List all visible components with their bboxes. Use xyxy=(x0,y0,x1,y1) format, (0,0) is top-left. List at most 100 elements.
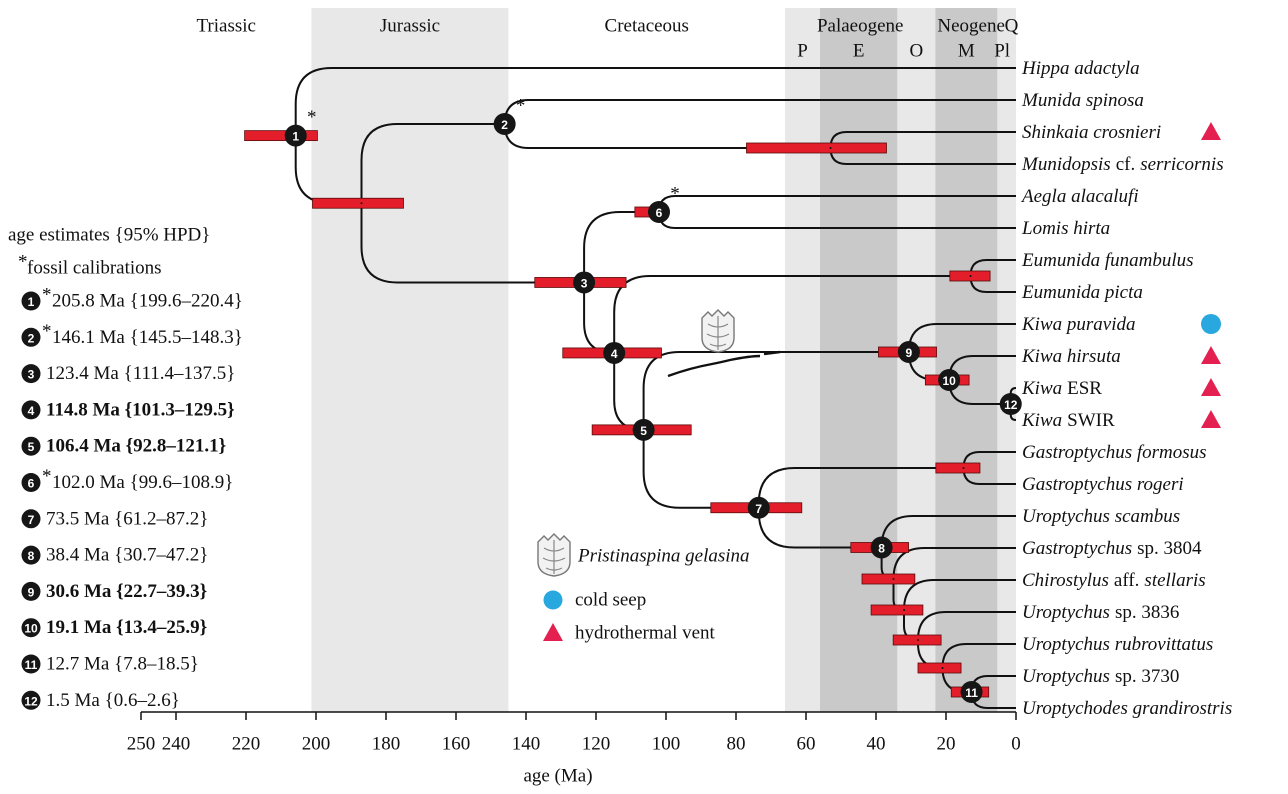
period-label: Q xyxy=(1005,16,1019,37)
legend-estimate: 19.1 Ma {13.4–25.9} xyxy=(46,617,207,638)
x-tick-label: 180 xyxy=(372,734,401,755)
node-point xyxy=(361,202,363,204)
chart: TriassicJurassicCretaceousPalaeogeneNeog… xyxy=(0,0,1288,794)
tip-label-part: Kiwa puravida xyxy=(1021,314,1135,335)
tip-label: Uroptychus rubrovittatus xyxy=(1022,634,1213,655)
tip-label-part: Aegla alacalufi xyxy=(1020,186,1139,207)
hpd-bar xyxy=(918,663,961,673)
tip-label-part: Munida spinosa xyxy=(1021,90,1144,111)
epoch-label: P xyxy=(797,41,808,62)
period-band xyxy=(1007,8,1016,712)
tip-label: Uroptychodes grandirostris xyxy=(1022,698,1232,719)
period-label: Triassic xyxy=(196,16,255,37)
legend-estimate: 12.7 Ma {7.8–18.5} xyxy=(46,654,199,675)
tip-label-part: Chirostylus xyxy=(1022,570,1109,591)
epoch-label: E xyxy=(853,41,865,62)
x-tick-label: 220 xyxy=(232,734,261,755)
x-tick-label: 40 xyxy=(867,734,886,755)
legend-node-number: 10 xyxy=(24,622,38,636)
tip-label: Chirostylusaff.stellaris xyxy=(1022,570,1206,591)
tip-label-part: Munidopsis xyxy=(1021,154,1111,175)
epoch-band xyxy=(997,8,1007,712)
tip-label-part: Gastroptychus xyxy=(1022,538,1132,559)
calibration-mark: * xyxy=(670,184,680,205)
legend-calibration-mark: * xyxy=(42,466,52,487)
calibration-mark: * xyxy=(516,96,526,117)
legend-node-number: 5 xyxy=(28,440,35,454)
tips: Hippa adactyla Munida spinosa Shinkaia cro… xyxy=(1020,58,1232,719)
tip-label: Hippa adactyla xyxy=(1021,58,1140,79)
legend-estimate: 123.4 Ma {111.4–137.5} xyxy=(46,363,235,384)
node-number: 3 xyxy=(581,276,588,290)
habitat-marker xyxy=(1201,122,1221,140)
period-band xyxy=(133,8,311,712)
node-number: 5 xyxy=(640,424,647,438)
epoch-band xyxy=(935,8,997,712)
tip-label-part: Uroptychus rubrovittatus xyxy=(1022,634,1213,655)
x-tick-label: 100 xyxy=(652,734,681,755)
habitat-marker xyxy=(1201,410,1221,428)
epoch-label: O xyxy=(910,41,924,62)
period-label: Jurassic xyxy=(380,16,440,37)
legend-calibration-mark: * xyxy=(42,285,52,306)
x-tick-label: 0 xyxy=(1011,734,1021,755)
x-tick-label: 80 xyxy=(727,734,746,755)
tip-label-part: Uroptychus scambus xyxy=(1022,506,1180,527)
tip-label-part: Shinkaia crosnieri xyxy=(1022,122,1161,143)
tip-label: Kiwa hirsuta xyxy=(1021,346,1121,367)
node-number: 7 xyxy=(755,502,762,516)
tip-label-part: Uroptychodes grandirostris xyxy=(1022,698,1232,719)
x-tick-label: 120 xyxy=(582,734,611,755)
tip-label-part: sp. 3804 xyxy=(1137,538,1202,559)
tip-label-part: Uroptychus xyxy=(1022,602,1110,623)
x-tick-label: 250 xyxy=(127,734,156,755)
habitat-marker xyxy=(1201,378,1221,396)
x-tick-label: 20 xyxy=(937,734,956,755)
node-number: 8 xyxy=(878,542,885,556)
legend-calibration-mark: * xyxy=(42,321,52,342)
x-tick-label: 200 xyxy=(302,734,331,755)
legend-node-number: 9 xyxy=(28,585,35,599)
tip-label-part: Eumunida picta xyxy=(1021,282,1143,303)
tip-label-part: cf. xyxy=(1116,154,1136,175)
tip-label-part: Uroptychus xyxy=(1022,666,1110,687)
legend-estimate: 114.8 Ma {101.3–129.5} xyxy=(46,399,235,420)
legend-estimate: 73.5 Ma {61.2–87.2} xyxy=(46,508,208,529)
tip-label-part: sp. 3836 xyxy=(1115,602,1179,623)
node-point xyxy=(830,147,832,149)
tip-label-part: Kiwa xyxy=(1021,378,1062,399)
legend-node-number: 4 xyxy=(28,404,35,418)
calibration-mark: * xyxy=(307,107,317,128)
tip-label: Munida spinosa xyxy=(1021,90,1144,111)
tip-label: Lomis hirta xyxy=(1021,218,1110,239)
tip-label-part: SWIR xyxy=(1067,410,1115,431)
legend-estimate: 106.4 Ma {92.8–121.1} xyxy=(46,436,226,457)
tip-label: Eumunida picta xyxy=(1021,282,1143,303)
legend-habitat: hydrothermal vent xyxy=(575,623,716,644)
tip-label: Shinkaia crosnieri xyxy=(1022,122,1161,143)
tip-label-part: Eumunida funambulus xyxy=(1021,250,1194,271)
node-number: 9 xyxy=(906,346,913,360)
tip-label-part: Kiwa hirsuta xyxy=(1021,346,1121,367)
tip-label: Gastroptychus formosus xyxy=(1022,442,1207,463)
hpd-bar xyxy=(862,574,915,584)
tip-label-part: Hippa adactyla xyxy=(1021,58,1140,79)
tip-label: Eumunida funambulus xyxy=(1021,250,1194,271)
hpd-bar xyxy=(747,143,887,153)
x-tick-label: 140 xyxy=(512,734,541,755)
node-point xyxy=(942,667,944,669)
legend-estimate: 146.1 Ma {145.5–148.3} xyxy=(52,327,243,348)
tip-label: Gastroptychussp. 3804 xyxy=(1022,538,1202,559)
legend-estimate: 38.4 Ma {30.7–47.2} xyxy=(46,545,208,566)
legend-habitat: cold seep xyxy=(575,590,646,611)
legend-estimate: 205.8 Ma {199.6–220.4} xyxy=(52,291,243,312)
node-point xyxy=(903,609,905,611)
legend-fossil: Pristinaspina gelasina xyxy=(577,546,750,567)
period-label: Cretaceous xyxy=(605,16,689,37)
node-number: 1 xyxy=(292,130,299,144)
node-point xyxy=(963,467,965,469)
